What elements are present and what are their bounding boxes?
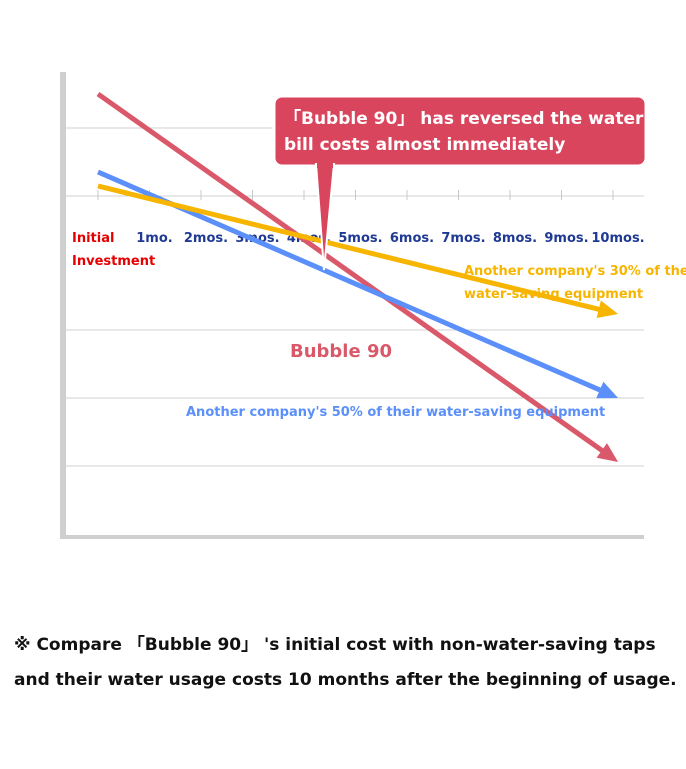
series-label: Another company's 30% of their water-savi… xyxy=(464,264,686,302)
callout-text: 「Bubble 90」 has reversed the water bill c… xyxy=(284,108,644,155)
series-label-line: Another company's 50% of their water-sav… xyxy=(186,405,605,420)
callout-pointer-joint xyxy=(317,160,333,168)
series-arrowhead xyxy=(596,381,619,399)
series-arrowhead xyxy=(596,300,619,318)
x-tick-label: 9mos. xyxy=(544,231,588,246)
callout-box xyxy=(272,94,648,168)
x-tick-label-line: 5mos. xyxy=(338,231,382,246)
footnote-line-1: ※ Compare 「Bubble 90」 's initial cost wi… xyxy=(14,635,656,655)
series-line xyxy=(96,91,611,458)
callout: 「Bubble 90」 has reversed the water bill c… xyxy=(272,94,648,271)
series-label-line: water-saving equipment xyxy=(464,287,643,302)
series-arrowhead xyxy=(596,443,619,462)
x-tick-label: 10mos. xyxy=(591,231,644,246)
x-tick-label: 8mos. xyxy=(493,231,537,246)
x-tick-label-line: 2mos. xyxy=(184,231,228,246)
series-label: Another company's 50% of their water-sav… xyxy=(186,405,605,420)
footnote: ※ Compare 「Bubble 90」 's initial cost wi… xyxy=(14,628,677,698)
bottom-border xyxy=(60,535,644,539)
x-tick-label: 6mos. xyxy=(390,231,434,246)
x-tick-label-line: 10mos. xyxy=(591,231,644,246)
x-tick-label-line: 8mos. xyxy=(493,231,537,246)
series-label: Bubble 90 xyxy=(290,341,392,362)
x-tick-label-line: 9mos. xyxy=(544,231,588,246)
series-label-line: Bubble 90 xyxy=(290,341,392,362)
callout-pointer xyxy=(314,163,336,271)
series-labels: Bubble 90 Another company's 50% of their … xyxy=(186,264,686,420)
x-tick-label: 2mos. xyxy=(184,231,228,246)
x-tick-label: 7mos. xyxy=(441,231,485,246)
series-lines xyxy=(96,91,619,462)
series-label-line: Another company's 30% of their xyxy=(464,264,686,279)
x-tick-label: 5mos. xyxy=(338,231,382,246)
plot-frame xyxy=(60,72,644,539)
series-line xyxy=(97,183,609,314)
x-tick-label-line: Initial xyxy=(72,231,114,246)
axis-ticks xyxy=(97,190,614,200)
x-tick-label-line: 1mo. xyxy=(136,231,172,246)
x-tick-label-line: Investment xyxy=(72,254,155,269)
callout-text-line: 「Bubble 90」 has reversed the water xyxy=(284,108,644,129)
left-border xyxy=(60,72,66,539)
callout-text-line: bill costs almost immediately xyxy=(284,135,565,155)
footnote-line-2: and their water usage costs 10 months af… xyxy=(14,670,677,690)
x-tick-label-line: 7mos. xyxy=(441,231,485,246)
x-tick-label: 1mo. xyxy=(136,231,172,246)
x-tick-label-line: 6mos. xyxy=(390,231,434,246)
x-tick-label-initial: Initial Investment xyxy=(72,231,155,269)
